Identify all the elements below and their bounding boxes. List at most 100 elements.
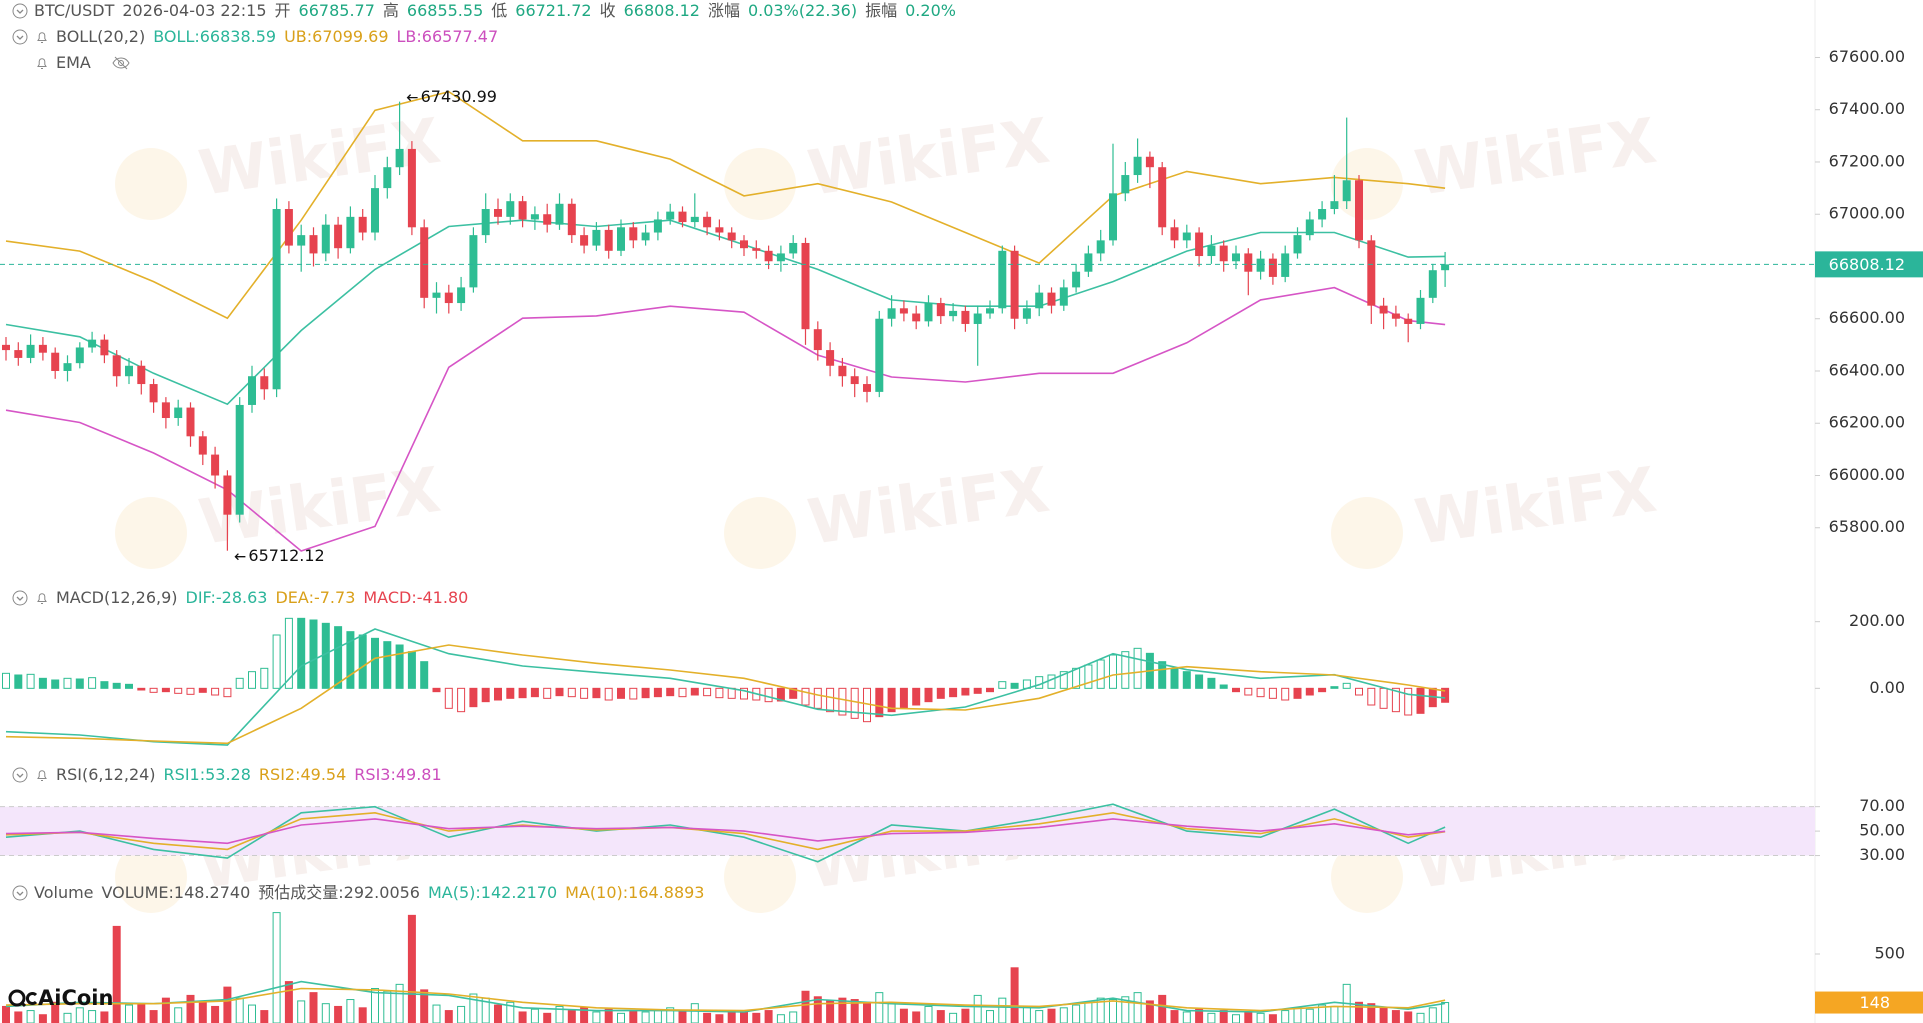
annotation: 65712.12 xyxy=(248,546,324,565)
legend-item: DIF:-28.63 xyxy=(185,588,268,607)
macd-bar xyxy=(641,687,650,699)
volume-badge-label: 148 xyxy=(1859,993,1890,1012)
legend-item: 开 xyxy=(274,1,291,20)
candle-body xyxy=(1145,156,1154,168)
macd-bar xyxy=(789,687,798,699)
volume-bar xyxy=(1404,1011,1413,1023)
macd-bar xyxy=(998,681,1007,689)
volume-bar xyxy=(1219,1010,1228,1023)
collapse-icon[interactable] xyxy=(12,29,28,45)
volume-bar xyxy=(690,1003,699,1023)
alert-icon[interactable] xyxy=(34,55,50,71)
watermark-logo xyxy=(724,841,796,913)
candle-body xyxy=(740,240,748,249)
macd-bar xyxy=(334,626,343,689)
volume-bar xyxy=(371,988,379,1023)
candle-body xyxy=(1047,292,1056,306)
watermark-logo xyxy=(1331,841,1403,913)
candle-body xyxy=(1342,180,1351,202)
ema-items: EMA xyxy=(56,52,99,74)
volume-bar xyxy=(432,1004,441,1023)
macd-bar xyxy=(1342,682,1351,689)
macd-bar xyxy=(223,687,232,698)
collapse-icon[interactable] xyxy=(12,3,28,19)
volume-bar xyxy=(887,1003,896,1023)
macd-bar xyxy=(1084,664,1093,689)
collapse-icon[interactable] xyxy=(12,885,28,901)
macd-bar xyxy=(924,687,933,703)
watermark: WikiFX xyxy=(1410,453,1660,559)
candle-body xyxy=(395,148,404,168)
macd-bar xyxy=(88,677,97,689)
boll-items: BOLL(20,2) BOLL:66838.59 UB:67099.69 LB:665… xyxy=(56,26,506,48)
macd-bar xyxy=(1404,687,1413,716)
legend-item: RSI1:53.28 xyxy=(163,765,251,784)
candle-body xyxy=(1170,227,1179,241)
watermark-logo xyxy=(724,497,796,569)
volume-bar xyxy=(899,1008,908,1023)
macd-bar xyxy=(1305,687,1314,696)
macd-bar xyxy=(161,687,170,693)
watermark: WikiFX xyxy=(803,453,1053,559)
candle-body xyxy=(1121,175,1130,194)
annotation-arrow xyxy=(406,94,418,102)
legend-item: BTC/USDT xyxy=(34,1,115,20)
volume-bar xyxy=(838,997,847,1023)
candle-body xyxy=(1268,258,1277,277)
macd-bar xyxy=(826,687,835,713)
candle-body xyxy=(604,229,613,251)
alert-icon[interactable] xyxy=(34,590,50,606)
candle-body xyxy=(1293,235,1302,254)
candle-body xyxy=(149,384,158,403)
macd-bar xyxy=(1133,647,1142,689)
macd-bar xyxy=(850,687,859,719)
volume-bar xyxy=(14,1011,23,1023)
hide-icon[interactable] xyxy=(111,55,131,71)
macd-bar xyxy=(494,687,502,701)
macd-bar xyxy=(875,687,884,718)
candle-body xyxy=(1256,258,1265,272)
watermark-logo xyxy=(724,148,796,220)
volume-bar xyxy=(1035,1010,1044,1023)
watermark: WikiFX xyxy=(194,453,444,559)
macd-bar xyxy=(740,687,748,700)
macd-bar xyxy=(149,687,158,693)
macd-bar xyxy=(617,687,625,699)
legend-item: 66721.72 xyxy=(515,1,592,20)
collapse-icon[interactable] xyxy=(12,590,28,606)
volume-ma-line xyxy=(5,980,1446,1013)
macd-bar xyxy=(580,687,589,699)
alert-icon[interactable] xyxy=(34,767,50,783)
volume-items: Volume VOLUME:148.2740 预估成交量:292.0056 MA(5)… xyxy=(34,882,712,904)
volume-bar xyxy=(1416,1012,1425,1023)
candle-body xyxy=(703,216,712,228)
legend-item: RSI(6,12,24) xyxy=(56,765,156,784)
volume-bar xyxy=(395,983,404,1023)
candle-body xyxy=(1305,219,1314,236)
legend-item: RSI2:49.54 xyxy=(258,765,347,784)
candle-body xyxy=(653,219,662,233)
volume-bar xyxy=(334,1005,343,1023)
volume-bar xyxy=(1059,1007,1068,1023)
candle-body xyxy=(641,232,650,241)
y-tick-label: 67600.00 xyxy=(1829,47,1905,66)
alert-icon[interactable] xyxy=(34,29,50,45)
candle-body xyxy=(789,242,798,254)
macd-bar xyxy=(1182,671,1191,689)
logo: AiCoin xyxy=(8,986,113,1010)
macd-bar xyxy=(1367,687,1376,706)
candle-body xyxy=(469,235,478,288)
macd-bar xyxy=(125,683,133,689)
candle-body xyxy=(715,227,724,233)
candle-body xyxy=(543,214,552,225)
volume-bar xyxy=(555,1005,564,1023)
volume-bar xyxy=(1281,1010,1290,1023)
volume-bar xyxy=(678,1011,687,1023)
volume-bar xyxy=(248,1004,256,1023)
macd-bar xyxy=(1158,661,1167,689)
volume-bar xyxy=(653,1010,662,1023)
collapse-icon[interactable] xyxy=(12,767,28,783)
volume-bar xyxy=(715,1014,724,1023)
candle-body xyxy=(580,235,589,246)
macd-bar xyxy=(666,687,675,697)
